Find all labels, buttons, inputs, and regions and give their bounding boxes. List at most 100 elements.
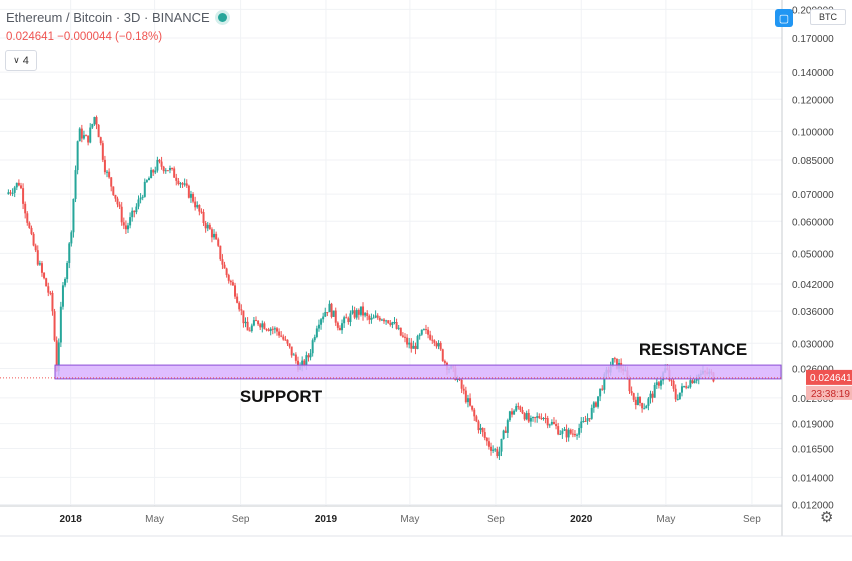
candle-body	[534, 417, 537, 419]
candle-body	[573, 433, 576, 436]
candle-body	[173, 168, 176, 178]
candle-body	[127, 225, 130, 230]
candle-body	[441, 349, 444, 361]
candle-body	[477, 421, 480, 431]
candle-body	[567, 429, 570, 438]
candle-body	[576, 434, 579, 436]
candle-body	[185, 183, 188, 186]
x-tick-label: 2020	[570, 514, 593, 525]
candle-body	[112, 186, 115, 195]
candle-body	[584, 421, 587, 423]
candle-body	[408, 342, 411, 345]
candle-body	[150, 170, 153, 179]
candle-body	[380, 319, 383, 321]
candle-body	[24, 203, 27, 214]
candle-body	[578, 428, 581, 435]
candle-body	[355, 310, 358, 318]
candle-body	[122, 222, 125, 226]
candle-body	[695, 379, 698, 381]
candle-body	[494, 449, 497, 451]
candle-body	[487, 441, 490, 447]
candle-body	[141, 196, 144, 198]
candle-body	[670, 380, 673, 382]
candle-body	[397, 327, 400, 329]
candle-body	[519, 406, 522, 411]
candle-body	[17, 182, 20, 186]
candle-body	[632, 393, 635, 400]
candle-body	[234, 285, 237, 297]
candle-body	[7, 192, 10, 195]
candle-body	[347, 318, 350, 323]
candle-body	[309, 353, 312, 358]
indicators-toggle-button[interactable]: ∨ 4	[5, 50, 37, 71]
gear-icon[interactable]: ⚙	[820, 509, 834, 526]
candle-body	[273, 328, 276, 330]
candle-body	[171, 168, 174, 170]
candle-body	[328, 303, 331, 313]
candle-body	[257, 320, 260, 325]
candle-body	[678, 392, 681, 400]
candle-body	[177, 180, 180, 184]
candle-body	[336, 322, 339, 328]
candle-body	[462, 388, 465, 391]
candle-body	[651, 393, 654, 398]
candle-body	[154, 170, 157, 173]
candle-body	[15, 182, 18, 188]
candle-body	[97, 124, 100, 138]
candle-body	[43, 272, 46, 279]
candle-body	[565, 429, 568, 438]
candle-body	[412, 345, 415, 349]
candle-body	[502, 430, 505, 439]
candle-body	[210, 229, 213, 238]
y-tick-label: 0.036000	[792, 307, 834, 318]
symbol-header[interactable]: Ethereum / Bitcoin · 3D · BINANCE	[6, 10, 227, 25]
candle-body	[550, 422, 553, 425]
candle-body	[248, 330, 251, 332]
candle-body	[569, 429, 572, 434]
candle-body	[649, 393, 652, 399]
candle-body	[135, 206, 138, 213]
candle-body	[427, 329, 430, 335]
chart-grid	[0, 0, 782, 506]
candle-body	[80, 128, 83, 139]
candle-body	[315, 328, 318, 337]
candle-body	[603, 374, 606, 390]
candle-body	[307, 355, 310, 358]
candle-body	[546, 418, 549, 426]
candle-body	[389, 323, 392, 325]
candle-body	[418, 334, 421, 337]
candle-body	[143, 181, 146, 197]
candle-body	[416, 336, 419, 349]
candle-body	[215, 233, 218, 240]
candle-body	[353, 310, 356, 318]
candle-body	[91, 124, 94, 128]
candle-body	[326, 312, 329, 314]
candle-body	[34, 245, 37, 251]
candle-body	[594, 402, 597, 407]
candle-body	[11, 192, 14, 194]
currency-badge[interactable]: BTC	[810, 9, 846, 25]
candle-body	[672, 380, 675, 389]
candle-body	[110, 177, 113, 187]
candle-body	[313, 336, 316, 341]
candle-body	[129, 217, 132, 226]
y-tick-label: 0.012000	[792, 501, 834, 512]
candle-body	[500, 438, 503, 452]
candle-body	[429, 334, 432, 340]
candle-body	[145, 180, 148, 182]
candle-body	[338, 327, 341, 331]
candle-body	[72, 198, 75, 233]
candle-body	[221, 259, 224, 265]
auto-scale-icon[interactable]: ▢	[775, 9, 793, 27]
candle-body	[213, 233, 216, 238]
axes: 0.2000000.1700000.1400000.1200000.100000…	[0, 0, 852, 537]
candle-body	[240, 309, 243, 311]
candle-body	[592, 402, 595, 408]
candle-body	[124, 225, 127, 230]
candle-body	[437, 343, 440, 347]
candle-body	[204, 222, 207, 229]
candle-body	[74, 170, 77, 199]
last-price-label: 0.024641	[810, 373, 852, 384]
candle-body	[561, 430, 564, 434]
